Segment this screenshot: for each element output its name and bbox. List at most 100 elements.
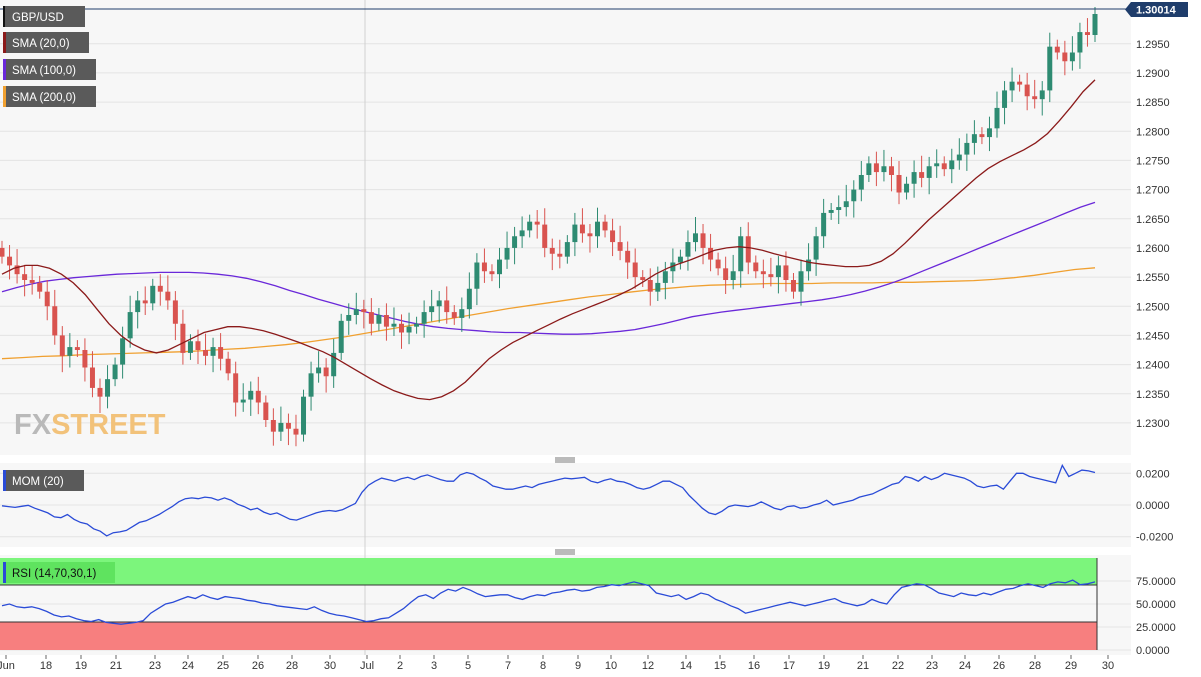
- candle-bullish: [662, 271, 668, 283]
- candle-bearish: [1024, 84, 1030, 97]
- date-tick-label: 12: [642, 660, 654, 672]
- legend-sma20-label: SMA (20,0): [12, 38, 70, 50]
- candle-bullish: [421, 312, 427, 324]
- rsi-tick-label: 25.0000: [1136, 622, 1176, 634]
- candle-bullish: [1077, 32, 1083, 53]
- candle-bullish: [497, 259, 503, 275]
- rsi-line: [1, 579, 1096, 625]
- candle-bullish: [911, 172, 917, 184]
- legend-rsi[interactable]: RSI (14,70,30,1): [3, 562, 115, 583]
- candle-bullish: [338, 320, 344, 353]
- candle-bearish: [888, 166, 894, 175]
- candle-bearish: [783, 265, 789, 280]
- candle-bearish: [14, 265, 20, 275]
- candle-bullish: [210, 347, 216, 356]
- pane-splitter-2[interactable]: [555, 549, 575, 555]
- candle-bullish: [391, 323, 397, 327]
- candle-bullish: [240, 399, 246, 403]
- candle-bearish: [444, 300, 450, 313]
- date-tick-label: 14: [680, 660, 692, 672]
- candle-bearish: [361, 309, 367, 313]
- rsi-overbought-zone: [0, 558, 1097, 585]
- price-tick-label: 1.2550: [1136, 272, 1170, 284]
- watermark-fx: FX: [14, 409, 52, 441]
- candle-bearish: [941, 163, 947, 170]
- candle-bullish: [986, 128, 992, 138]
- date-tick-label: 16: [748, 660, 760, 672]
- candle-bearish: [59, 335, 65, 356]
- candle-bullish: [331, 352, 337, 377]
- candle-bearish: [203, 350, 209, 356]
- legend-symbol-label: GBP/USD: [12, 12, 64, 24]
- legend-sma20[interactable]: SMA (20,0): [3, 32, 89, 53]
- price-tick-label: 1.2900: [1136, 68, 1170, 80]
- sma100-line: [1, 201, 1096, 335]
- price-tick-label: 1.2500: [1136, 301, 1170, 313]
- candle-bullish: [112, 364, 118, 380]
- date-tick-label: 17: [783, 660, 795, 672]
- date-tick-label: 2: [397, 660, 403, 672]
- candle-bearish: [263, 402, 269, 420]
- legend-sma200[interactable]: SMA (200,0): [3, 86, 96, 107]
- rsi-oversold-zone: [0, 622, 1097, 650]
- candle-bearish: [399, 323, 405, 333]
- date-tick-label: 19: [818, 660, 830, 672]
- candle-bearish: [1062, 52, 1068, 62]
- candle-bearish: [1054, 46, 1060, 53]
- last-price-label: 1.30014: [1136, 5, 1177, 17]
- rsi-axis: 75.0000 50.0000 25.0000 0.0000: [1136, 576, 1176, 657]
- price-tick-label: 1.2450: [1136, 330, 1170, 342]
- watermark-street: STREET: [51, 409, 166, 441]
- candle-bullish: [670, 262, 676, 272]
- date-tick-label: 26: [252, 660, 264, 672]
- candle-bearish: [285, 422, 291, 429]
- candle-bearish: [82, 350, 88, 368]
- candle-bearish: [587, 233, 593, 237]
- candle-bullish: [685, 242, 691, 257]
- candle-bullish: [527, 221, 533, 231]
- price-tick-label: 1.2300: [1136, 418, 1170, 430]
- date-tick-label: 10: [605, 660, 617, 672]
- candle-bullish: [466, 288, 472, 310]
- candle-bearish: [323, 367, 329, 377]
- sma100-group: [1, 201, 1096, 335]
- candle-bullish: [1002, 90, 1008, 108]
- pane-splitter-1[interactable]: [555, 457, 575, 463]
- candle-bullish: [934, 163, 940, 167]
- candle-bearish: [700, 233, 706, 248]
- candle-bullish: [346, 315, 352, 321]
- candle-bearish: [640, 277, 646, 280]
- price-tick-label: 1.2350: [1136, 389, 1170, 401]
- price-axis: 1.2950 1.2900 1.2850 1.2800 1.2750 1.2700 1.26…: [1136, 39, 1170, 430]
- candle-bearish: [790, 280, 796, 292]
- candle-bullish: [278, 422, 284, 432]
- date-tick-label: 30: [1102, 660, 1114, 672]
- candle-bearish: [617, 242, 623, 251]
- candle-bearish: [37, 282, 43, 292]
- candle-bullish: [120, 338, 126, 365]
- candle-bearish: [489, 271, 495, 275]
- candle-bearish: [647, 280, 653, 292]
- momentum-tick-label: -0.0200: [1136, 532, 1173, 544]
- price-pane[interactable]: [0, 0, 1131, 455]
- candle-bullish: [1039, 90, 1045, 100]
- legend-sma100[interactable]: SMA (100,0): [3, 59, 96, 80]
- candle-bearish: [534, 221, 540, 225]
- candle-bullish: [414, 323, 420, 327]
- date-tick-label: 30: [324, 660, 336, 672]
- date-tick-label: 21: [857, 660, 869, 672]
- momentum-axis: 0.0200 0.0000 -0.0200: [1136, 468, 1173, 543]
- candle-bullish: [135, 300, 141, 313]
- legend-symbol[interactable]: GBP/USD: [3, 6, 85, 27]
- candle-bearish: [0, 247, 5, 257]
- candle-bearish: [1084, 32, 1090, 35]
- candle-bullish: [655, 282, 661, 292]
- candle-bearish: [873, 163, 879, 173]
- candle-bearish: [760, 271, 766, 275]
- candle-bullish: [904, 183, 910, 193]
- candle-bullish: [798, 271, 804, 292]
- date-tick-label: 28: [1029, 660, 1041, 672]
- legend-mom[interactable]: MOM (20): [3, 470, 84, 491]
- momentum-tick-label: 0.0000: [1136, 500, 1170, 512]
